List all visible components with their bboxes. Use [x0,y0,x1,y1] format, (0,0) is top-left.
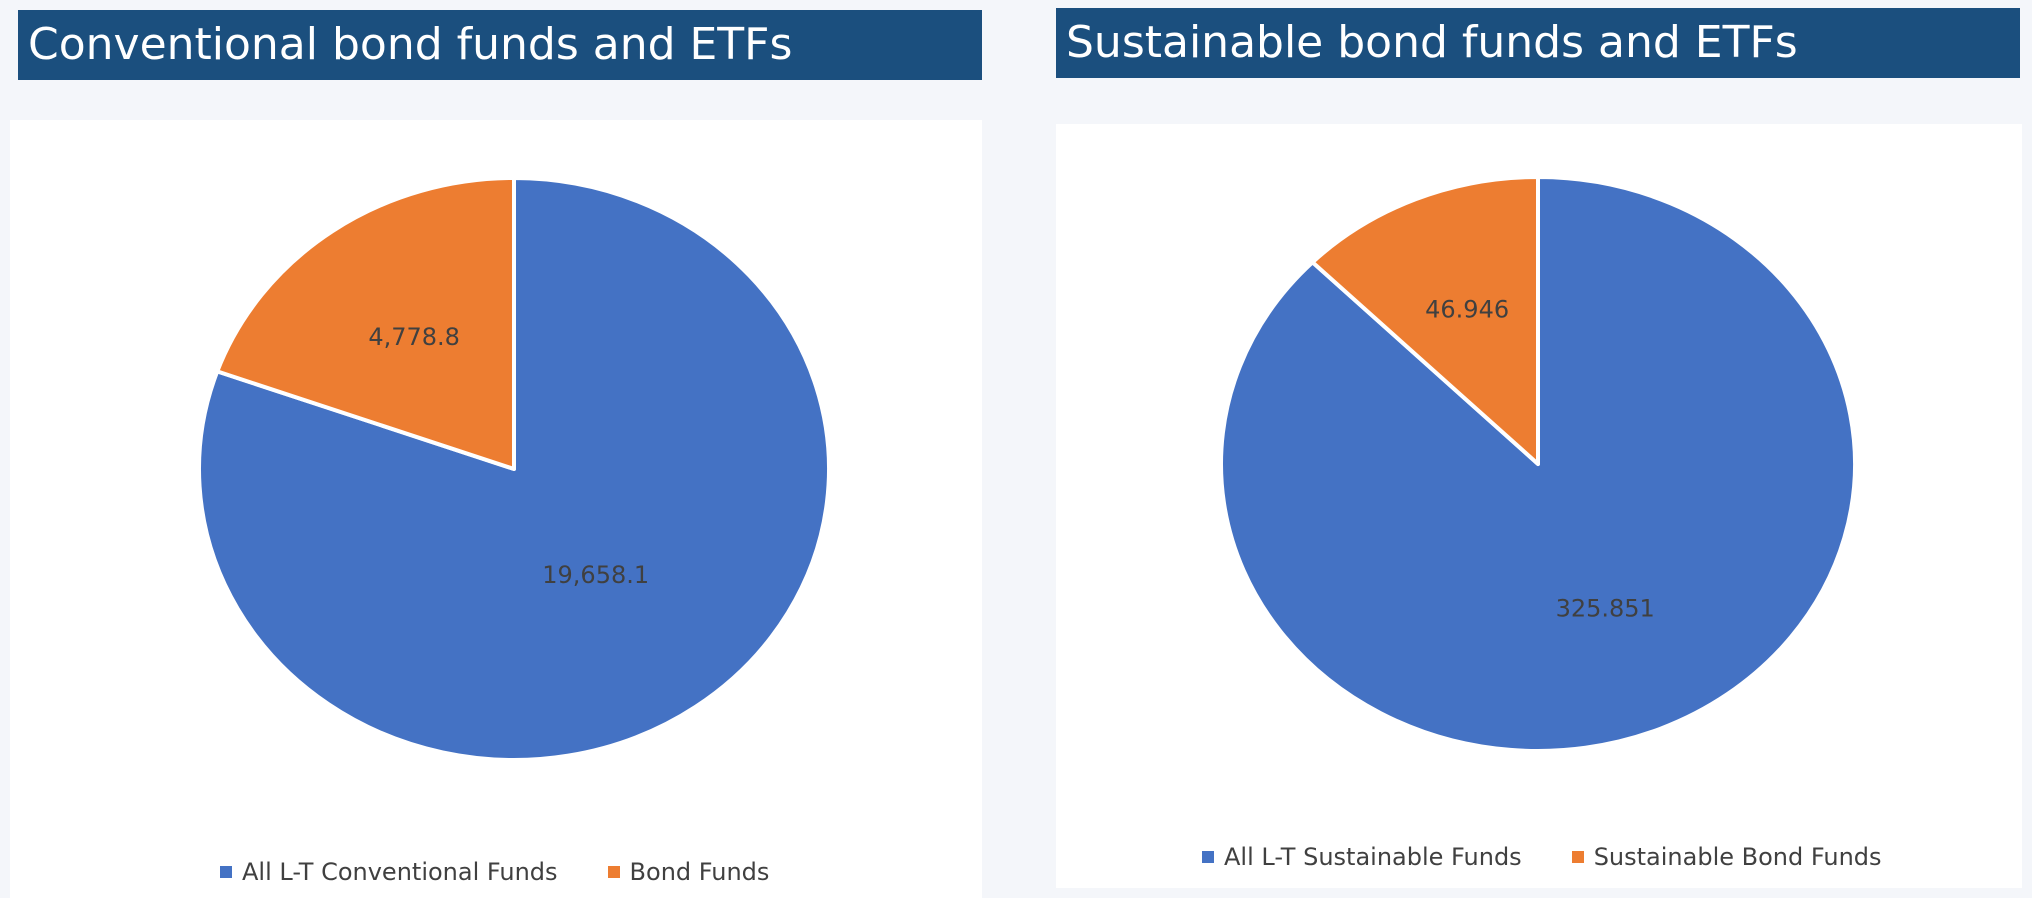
left-chart-legend: All L-T Conventional Funds Bond Funds [220,858,769,886]
left-chart-title-banner: Conventional bond funds and ETFs [18,10,982,80]
pie-data-label: 4,778.8 [368,323,460,351]
legend-swatch-blue [1202,851,1214,863]
pie-data-label: 46.946 [1425,295,1509,323]
right-chart-title: Sustainable bond funds and ETFs [1066,17,1798,68]
pie-slice-sustainable-bond-funds [1310,175,1540,466]
left-chart-title: Conventional bond funds and ETFs [28,19,793,70]
legend-item-sustainable-bond-funds: Sustainable Bond Funds [1571,843,1882,871]
legend-label: Bond Funds [629,858,770,886]
legend-item-bond-funds: Bond Funds [607,858,770,886]
pie-slice-all-lt-sustainable-funds [1219,175,1857,753]
legend-swatch-orange [607,866,620,878]
legend-swatch-orange [1571,851,1584,863]
legend-swatch-blue [220,866,232,878]
pie-slice-bond-funds [215,176,516,471]
legend-item-all-lt-conventional-funds: All L-T Conventional Funds [220,858,558,886]
right-chart-legend: All L-T Sustainable Funds Sustainable Bo… [1202,843,1882,871]
pie-data-label: 19,658.1 [542,561,649,589]
legend-label: Sustainable Bond Funds [1593,843,1882,871]
legend-label: All L-T Sustainable Funds [1224,843,1522,871]
pie-data-label: 325.851 [1556,595,1655,623]
legend-label: All L-T Conventional Funds [242,858,558,886]
right-chart-title-banner: Sustainable bond funds and ETFs [1056,8,2020,78]
legend-item-all-lt-sustainable-funds: All L-T Sustainable Funds [1202,843,1522,871]
